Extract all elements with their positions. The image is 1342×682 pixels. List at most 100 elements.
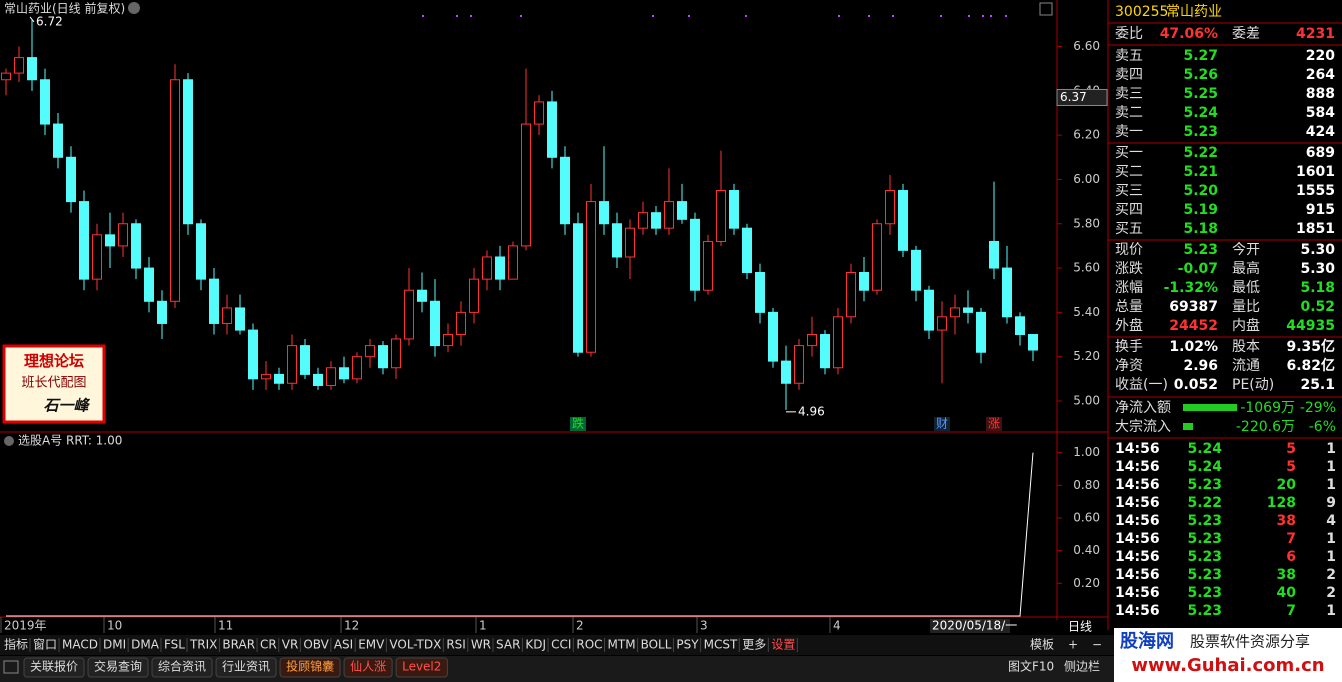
indicator-tab[interactable]: CCI bbox=[551, 638, 571, 652]
indicator-tab[interactable]: BOLL bbox=[641, 638, 672, 652]
quote-value: 5.30 bbox=[1300, 242, 1335, 258]
candle-body bbox=[261, 373, 271, 380]
bottom-tab[interactable]: 行业资讯 bbox=[222, 660, 270, 674]
bottom-tab-box bbox=[343, 657, 393, 678]
bottom-tab[interactable]: 仙人涨 bbox=[350, 659, 386, 674]
candle-body bbox=[976, 311, 986, 353]
quote-label: 流通 bbox=[1232, 358, 1260, 374]
candle-body bbox=[599, 201, 609, 225]
quote-value: 5.23 bbox=[1183, 242, 1218, 258]
bottom-tab[interactable]: 综合资讯 bbox=[158, 659, 206, 674]
event-marker[interactable] bbox=[570, 417, 586, 431]
quote-label: 外盘 bbox=[1115, 317, 1143, 334]
book-label: 卖五 bbox=[1115, 48, 1143, 64]
bottom-tab[interactable]: Level2 bbox=[402, 660, 441, 674]
window-button[interactable] bbox=[1039, 2, 1053, 16]
quote-value: 44935 bbox=[1286, 318, 1335, 334]
indicator-tab[interactable]: ASI bbox=[334, 638, 353, 652]
bottom-button[interactable]: 图文F10 bbox=[1008, 659, 1054, 674]
tick-count: 1 bbox=[1326, 549, 1336, 565]
book-volume: 1601 bbox=[1296, 164, 1335, 180]
candle-body bbox=[300, 345, 310, 375]
indicator-tab[interactable]: KDJ bbox=[525, 638, 546, 652]
y-tick-label: 1.00 bbox=[1073, 445, 1100, 459]
toolbar-button[interactable]: − bbox=[1092, 638, 1102, 652]
badge-text: 石一峰 bbox=[43, 397, 90, 415]
period-label[interactable]: 日线 bbox=[1068, 620, 1092, 634]
candle-body bbox=[885, 190, 895, 225]
tick-volume: 128 bbox=[1267, 495, 1296, 511]
menu-button[interactable] bbox=[4, 436, 14, 446]
candle-body bbox=[625, 227, 635, 258]
tick-price: 5.23 bbox=[1187, 477, 1222, 493]
indicator-tab[interactable]: VR bbox=[282, 638, 299, 652]
toolbar-button[interactable]: 模板 bbox=[1030, 638, 1054, 652]
candle-body bbox=[716, 190, 726, 242]
quote-value: 4231 bbox=[1296, 26, 1335, 42]
candle-body bbox=[833, 316, 843, 369]
x-tick-label: 4 bbox=[833, 619, 841, 633]
indicator-tab[interactable]: SAR bbox=[496, 638, 520, 652]
indicator-tab[interactable]: OBV bbox=[303, 638, 329, 652]
indicator-tab[interactable]: WR bbox=[471, 638, 491, 652]
indicator-tab[interactable]: MACD bbox=[62, 638, 98, 652]
tick-count: 1 bbox=[1326, 477, 1336, 493]
quote-value: 9.35亿 bbox=[1286, 338, 1335, 355]
indicator-tab[interactable]: MTM bbox=[608, 638, 636, 652]
candle-body bbox=[40, 79, 50, 125]
bottom-tab[interactable]: 投顾锦囊 bbox=[286, 659, 334, 674]
indicator-tab[interactable]: DMI bbox=[103, 638, 126, 652]
watermark: 股海网 股票软件资源分享 www.Guhai.com.cn bbox=[1114, 628, 1342, 682]
indicator-tab[interactable]: MCST bbox=[704, 638, 738, 652]
watermark-slogan: 股票软件资源分享 bbox=[1190, 633, 1310, 651]
y-tick-label: 0.40 bbox=[1073, 543, 1100, 557]
bottom-tab[interactable]: 交易查询 bbox=[94, 659, 142, 674]
bottom-tab-box bbox=[87, 657, 149, 678]
book-volume: 888 bbox=[1306, 86, 1335, 102]
indicator-tab[interactable]: 设置 bbox=[771, 638, 795, 652]
bottom-menu[interactable] bbox=[3, 660, 19, 674]
event-dot bbox=[868, 15, 870, 17]
flow-amount: -220.6万 bbox=[1236, 419, 1295, 435]
bottom-tab[interactable]: 关联报价 bbox=[30, 659, 78, 674]
candle-body bbox=[131, 223, 141, 269]
indicator-tab[interactable]: DMA bbox=[131, 638, 160, 652]
indicator-tab[interactable]: BRAR bbox=[222, 638, 255, 652]
indicator-tab[interactable]: ROC bbox=[576, 638, 602, 652]
toolbar-button[interactable]: + bbox=[1068, 638, 1078, 652]
event-marker[interactable] bbox=[934, 417, 950, 431]
indicator-tab[interactable]: 更多 bbox=[742, 638, 766, 652]
menu-button[interactable] bbox=[128, 2, 140, 14]
indicator-tab[interactable]: 窗口 bbox=[33, 638, 57, 652]
candle-body bbox=[820, 334, 830, 369]
indicator-tab[interactable]: RSI bbox=[446, 638, 466, 652]
indicator-tab[interactable]: 指标 bbox=[4, 637, 28, 652]
candle-body bbox=[144, 267, 154, 302]
watermark-site: 股海网 bbox=[1119, 630, 1174, 652]
y-tick-label: 5.60 bbox=[1073, 261, 1100, 275]
indicator-tab[interactable]: CR bbox=[260, 638, 277, 652]
book-label: 买一 bbox=[1115, 145, 1143, 161]
bottom-button[interactable]: 侧边栏 bbox=[1064, 659, 1100, 674]
indicator-tab[interactable]: TRIX bbox=[189, 638, 217, 652]
candle-body bbox=[846, 271, 856, 318]
event-marker[interactable] bbox=[986, 417, 1002, 431]
book-price: 5.22 bbox=[1183, 145, 1218, 161]
event-dot bbox=[968, 15, 970, 17]
indicator-tab[interactable]: EMV bbox=[358, 638, 385, 652]
badge-box bbox=[2, 344, 106, 424]
tick-time: 14:56 bbox=[1115, 567, 1160, 583]
book-volume: 220 bbox=[1306, 48, 1335, 64]
event-dot bbox=[456, 15, 458, 17]
indicator-tab[interactable]: FSL bbox=[164, 638, 185, 652]
quote-label: 股本 bbox=[1232, 339, 1260, 355]
tick-volume: 6 bbox=[1286, 549, 1296, 565]
candle-body bbox=[1015, 316, 1025, 336]
indicator-tab[interactable]: PSY bbox=[676, 638, 699, 652]
quote-label: 最低 bbox=[1232, 280, 1260, 296]
chart-title: 常山药业(日线 前复权) bbox=[4, 1, 125, 16]
candle-body bbox=[326, 367, 336, 386]
event-label: 财 bbox=[936, 417, 948, 431]
candle-body bbox=[404, 289, 414, 340]
indicator-tab[interactable]: VOL-TDX bbox=[389, 638, 441, 652]
